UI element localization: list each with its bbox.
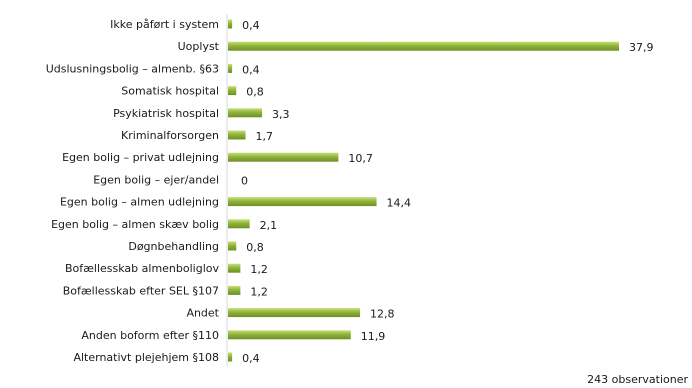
- data-label: 2,1: [260, 219, 278, 232]
- data-label: 1,2: [250, 263, 268, 276]
- data-label: 1,7: [256, 130, 274, 143]
- category-label: Uoplyst: [178, 40, 220, 53]
- bar: [228, 330, 351, 340]
- data-label: 0: [241, 174, 248, 187]
- data-label: 11,9: [361, 330, 386, 343]
- category-label: Psykiatrisk hospital: [113, 107, 219, 120]
- category-label: Somatisk hospital: [121, 85, 219, 98]
- category-label: Udslusningsbolig – almenb. §63: [46, 62, 219, 75]
- category-label: Egen bolig – ejer/andel: [93, 173, 219, 186]
- bar: [228, 19, 233, 29]
- bar: [228, 263, 241, 273]
- observations-note: 243 observationer: [587, 373, 688, 386]
- data-label: 3,3: [272, 108, 290, 121]
- bar: [228, 197, 377, 207]
- category-label: Anden boform efter §110: [81, 329, 219, 342]
- bar: [228, 108, 263, 118]
- bar: [228, 152, 339, 162]
- data-label: 37,9: [629, 41, 654, 54]
- data-label: 0,4: [242, 352, 260, 365]
- bar: [228, 130, 246, 140]
- bar: [228, 308, 361, 318]
- category-label: Bofællesskab almenboliglov: [65, 262, 220, 275]
- category-label: Egen bolig – almen skæv bolig: [51, 218, 219, 231]
- data-label: 10,7: [348, 152, 373, 165]
- category-label: Døgnbehandling: [128, 240, 219, 253]
- data-label: 0,8: [246, 241, 264, 254]
- category-label: Alternativt plejehjem §108: [73, 351, 219, 364]
- category-label: Egen bolig – almen udlejning: [60, 196, 219, 209]
- category-label: Ikke påført i system: [110, 18, 219, 31]
- data-label: 0,4: [242, 63, 260, 76]
- bar: [228, 241, 237, 251]
- data-label: 0,4: [242, 19, 260, 32]
- bar: [228, 41, 619, 51]
- data-label: 1,2: [250, 285, 268, 298]
- data-label: 14,4: [387, 197, 412, 210]
- bar: [228, 219, 250, 229]
- category-label: Andet: [186, 307, 219, 320]
- category-label: Egen bolig – privat udlejning: [62, 151, 219, 164]
- bar: [228, 352, 233, 362]
- category-label: Bofællesskab efter SEL §107: [63, 284, 219, 297]
- bar: [228, 285, 241, 295]
- category-label: Kriminalforsorgen: [121, 129, 219, 142]
- data-label: 12,8: [370, 308, 395, 321]
- bar: [228, 86, 237, 96]
- data-label: 0,8: [246, 86, 264, 99]
- bar: [228, 63, 233, 73]
